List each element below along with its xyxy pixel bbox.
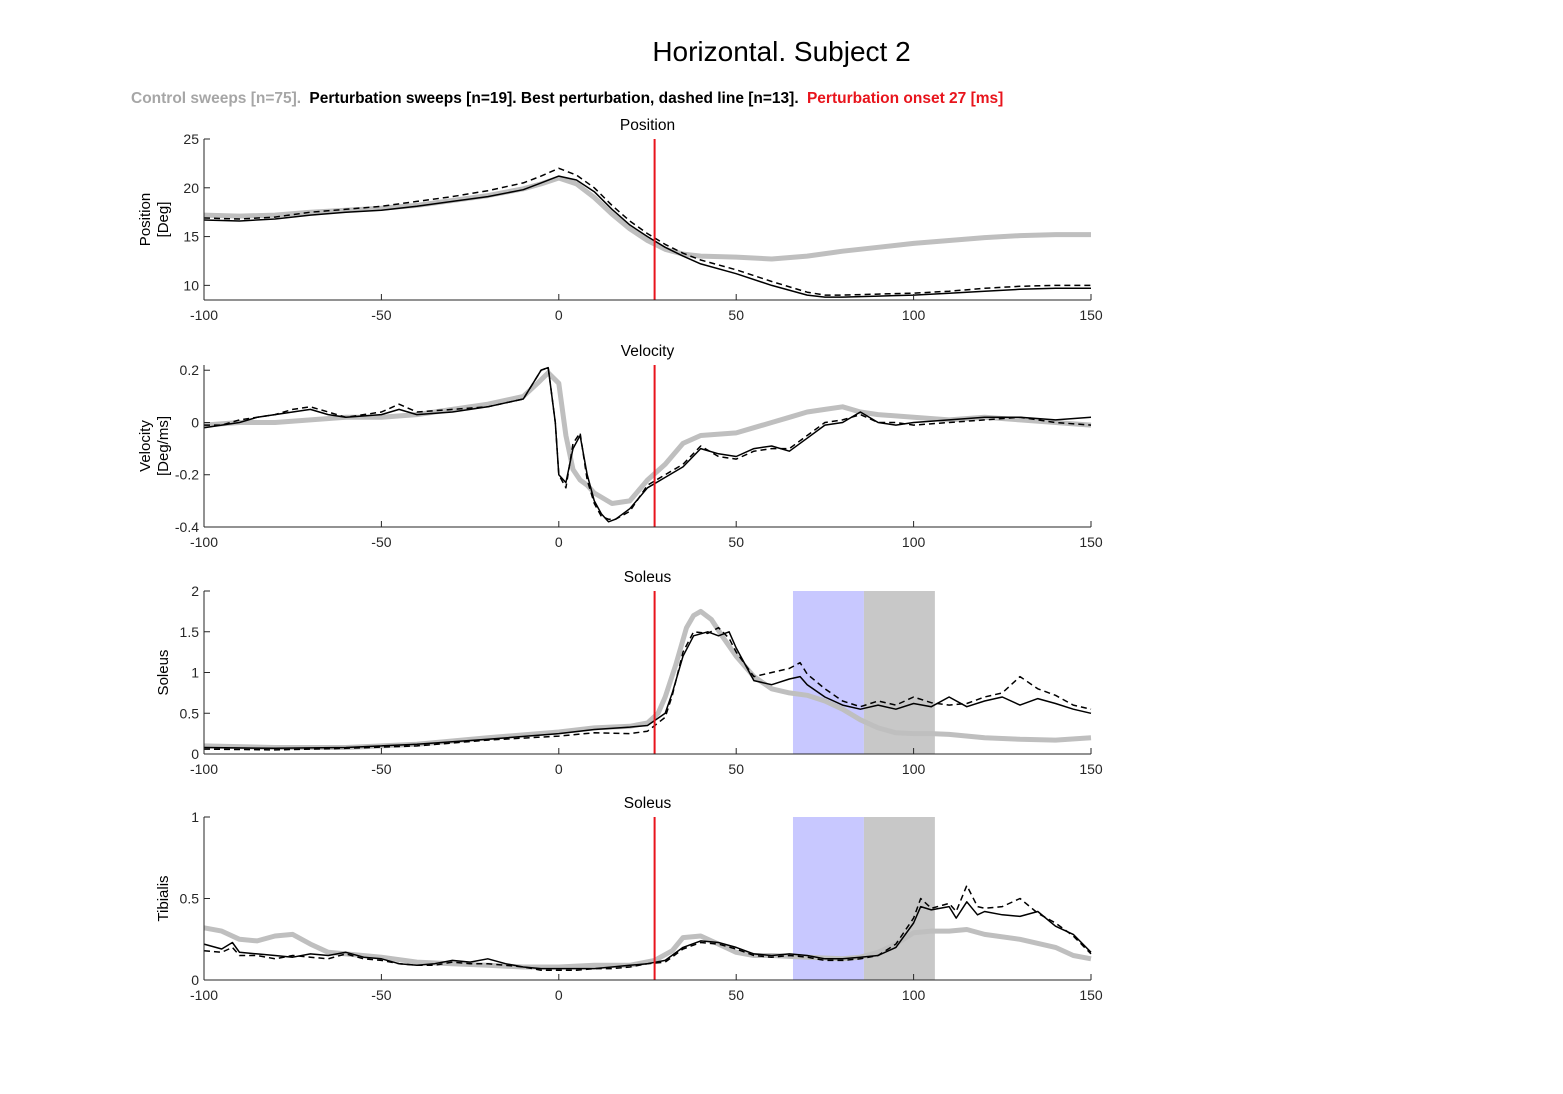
- x-tick-label: -50: [371, 761, 391, 777]
- analysis-window-1: [792, 817, 864, 980]
- y-tick-label: 0.5: [180, 891, 200, 907]
- x-tick-label: 150: [1079, 534, 1103, 550]
- y-axis-label: Tibialis: [155, 875, 172, 921]
- series-control: [203, 175, 1091, 262]
- y-tick-label: 0.5: [180, 705, 200, 721]
- y-tick-label: 20: [183, 180, 199, 196]
- y-tick-label: 10: [183, 277, 199, 293]
- x-tick-label: 0: [555, 307, 563, 323]
- x-tick-label: 100: [902, 761, 926, 777]
- x-tick-label: 100: [902, 987, 926, 1003]
- x-tick-label: 50: [728, 307, 744, 323]
- y-tick-label: -0.2: [175, 467, 199, 483]
- panel-title: Velocity: [621, 343, 675, 360]
- x-tick-label: -100: [190, 761, 218, 777]
- panel-title: Soleus: [624, 569, 672, 586]
- series-solid: [203, 901, 1092, 970]
- y-tick-label: 1: [191, 809, 199, 825]
- x-tick-label: 0: [555, 534, 563, 550]
- x-tick-label: -100: [190, 307, 218, 323]
- y-tick-label: 0: [191, 414, 199, 430]
- y-tick-label: 0: [191, 972, 199, 988]
- x-tick-label: -100: [190, 534, 218, 550]
- analysis-window-1: [792, 591, 864, 754]
- x-tick-label: 100: [902, 534, 926, 550]
- y-tick-label: 1.5: [180, 624, 200, 640]
- series-solid: [203, 366, 1092, 523]
- panel-1: -100 -50 0 50 100 150 10 15 20 25 Position Position…: [137, 117, 1103, 323]
- series-dashed: [203, 626, 1092, 751]
- legend-control: Control sweeps [n=75].: [131, 90, 302, 107]
- y-axis-label: Position: [137, 193, 154, 246]
- y-axis-label: Soleus: [155, 650, 172, 696]
- series-control: [203, 370, 1092, 506]
- legend-perturbation: Perturbation sweeps [n=19]. Best perturb…: [309, 90, 799, 107]
- y-axis-label: [Deg/ms]: [155, 416, 172, 476]
- y-axis-label: [Deg]: [155, 202, 172, 238]
- x-tick-label: 100: [902, 307, 926, 323]
- panel-2: -100 -50 0 50 100 150 -0.4 -0.2 0 0.2 Velocity Velo…: [137, 343, 1103, 550]
- series-solid: [203, 631, 1092, 750]
- series-dashed: [204, 366, 1092, 520]
- y-tick-label: 0: [191, 746, 199, 762]
- analysis-window-2: [863, 591, 935, 754]
- panel-3: -100 -50 0 50 100 150 0 0.5 1 1.5 2 Soleus Soleus: [155, 569, 1103, 777]
- series-solid: [203, 175, 1091, 298]
- x-tick-label: -50: [371, 307, 391, 323]
- panel-title: Soleus: [624, 795, 672, 812]
- y-tick-label: 1: [191, 665, 199, 681]
- figure-title: Horizontal. Subject 2: [652, 36, 911, 67]
- x-tick-label: -50: [371, 534, 391, 550]
- x-tick-label: 50: [728, 534, 744, 550]
- x-tick-label: 50: [728, 761, 744, 777]
- series-control: [203, 925, 1092, 970]
- x-tick-label: -100: [190, 987, 218, 1003]
- y-tick-label: 25: [183, 131, 199, 147]
- x-tick-label: 0: [555, 987, 563, 1003]
- y-tick-label: 2: [191, 583, 199, 599]
- x-tick-label: 50: [728, 987, 744, 1003]
- x-tick-label: 150: [1079, 761, 1103, 777]
- x-tick-label: 150: [1079, 307, 1103, 323]
- x-tick-label: 0: [555, 761, 563, 777]
- legend-onset: Perturbation onset 27 [ms]: [806, 90, 1004, 107]
- x-tick-label: -50: [371, 987, 391, 1003]
- y-tick-label: -0.4: [175, 519, 199, 535]
- panel-title: Position: [620, 117, 675, 134]
- series-dashed: [203, 167, 1091, 296]
- y-axis-label: Velocity: [137, 420, 154, 472]
- series-control: [203, 608, 1092, 750]
- y-tick-label: 15: [183, 229, 199, 245]
- y-tick-label: 0.2: [180, 362, 200, 378]
- panel-4: -100 -50 0 50 100 150 0 0.5 1 Soleus Tibialis: [155, 795, 1103, 1003]
- figure-legend: Control sweeps [n=75]. Perturbation swee…: [131, 90, 1007, 108]
- x-tick-label: 150: [1079, 987, 1103, 1003]
